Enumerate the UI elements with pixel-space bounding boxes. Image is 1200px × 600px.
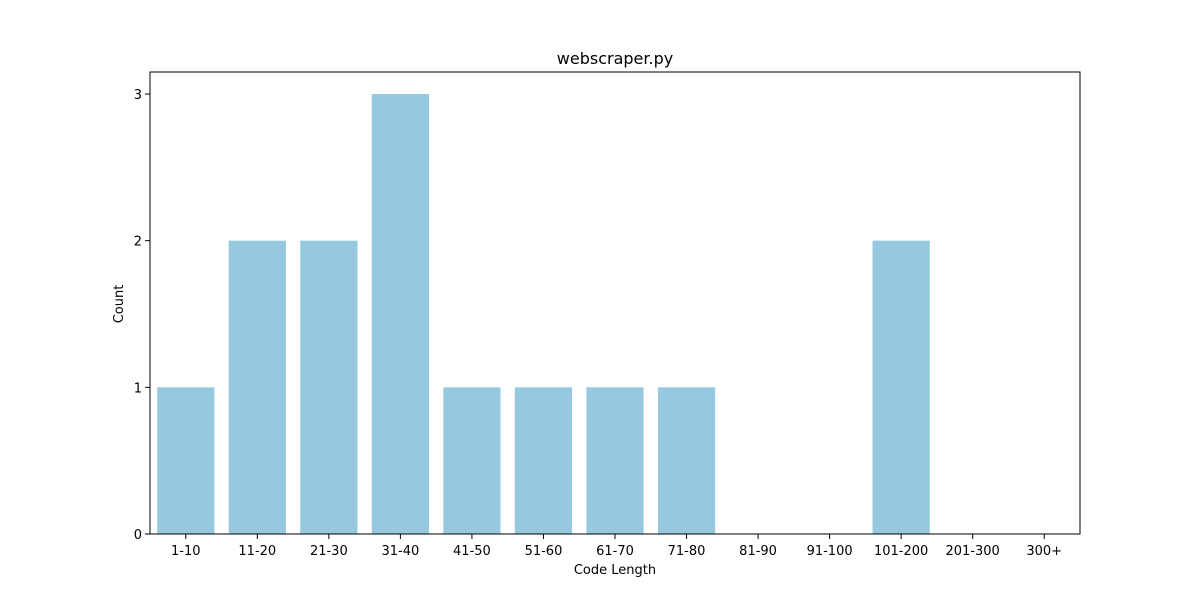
x-tick-label: 91-100 <box>807 544 853 559</box>
bar-1-10 <box>157 387 215 534</box>
x-tick-label: 71-80 <box>668 544 706 559</box>
plot-frame <box>149 71 1081 535</box>
bars-group <box>157 94 930 534</box>
chart-title: webscraper.py <box>557 49 673 68</box>
bar-31-40 <box>371 94 429 534</box>
y-tick-label: 3 <box>134 88 142 103</box>
bar-41-50 <box>443 387 501 534</box>
bar-101-200 <box>872 240 930 534</box>
x-tick-label: 21-30 <box>310 544 348 559</box>
y-tick-label: 2 <box>134 235 142 250</box>
x-tick-label: 300+ <box>1026 544 1062 559</box>
x-tick-label: 11-20 <box>238 544 276 559</box>
x-tick-label: 101-200 <box>874 544 928 559</box>
bar-11-20 <box>228 240 286 534</box>
bar-21-30 <box>300 240 358 534</box>
bar-71-80 <box>657 387 716 534</box>
bar-51-60 <box>514 387 573 534</box>
x-tick-label: 61-70 <box>596 544 634 559</box>
x-tick-label: 41-50 <box>453 544 491 559</box>
x-ticks-group: 1-10 11-20 21-30 31-40 41-50 51-60 61-70 71-80 8… <box>171 534 1062 559</box>
x-tick-label: 1-10 <box>171 544 201 559</box>
x-tick-label: 81-90 <box>739 544 777 559</box>
y-axis-label: Count <box>112 285 127 324</box>
x-tick-label: 201-300 <box>946 544 1000 559</box>
y-tick-label: 1 <box>134 381 142 396</box>
bar-61-70 <box>586 387 644 534</box>
y-ticks-group: 0 1 2 3 <box>134 88 150 543</box>
x-tick-label: 51-60 <box>525 544 563 559</box>
x-tick-label: 31-40 <box>381 544 419 559</box>
x-axis-label: Code Length <box>574 563 656 578</box>
y-tick-label: 0 <box>134 528 142 543</box>
